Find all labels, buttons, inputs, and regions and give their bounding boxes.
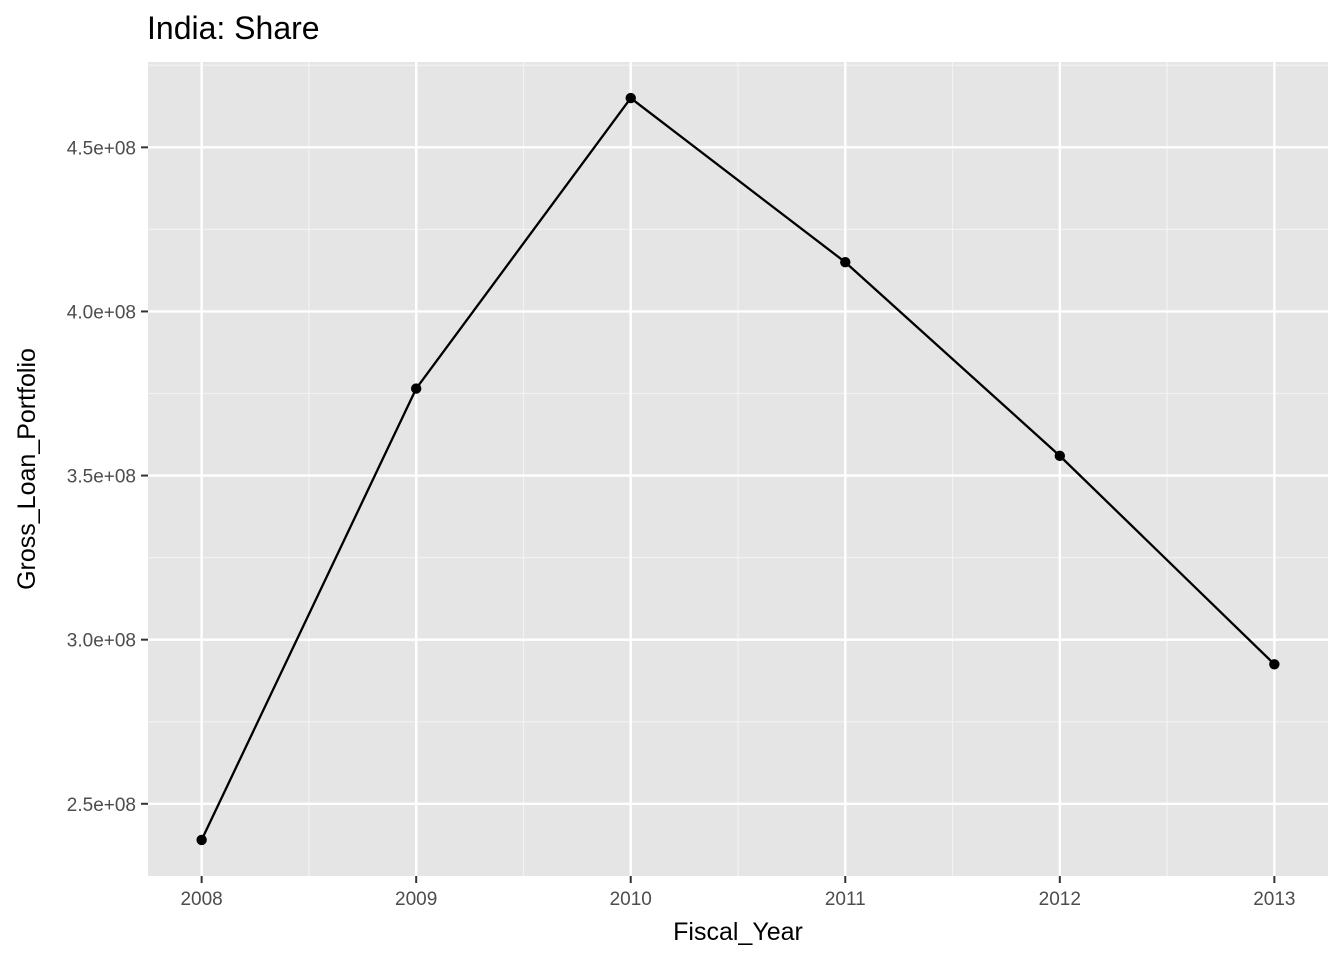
minor-gridlines [148, 62, 1328, 876]
x-tick-label: 2009 [395, 889, 437, 910]
data-point [410, 383, 422, 394]
y-tick-label: 3.5e+08 [67, 467, 136, 488]
y-tick-label: 2.5e+08 [67, 795, 136, 816]
series-layer [196, 92, 1280, 846]
axis-tick-marks [141, 146, 1276, 883]
x-tick-label: 2010 [610, 889, 652, 910]
x-tick-label: 2011 [825, 889, 866, 910]
chart-title: India: Share [147, 10, 320, 46]
data-point [840, 257, 851, 268]
data-point [625, 92, 636, 104]
x-tick-label: 2008 [180, 889, 222, 910]
y-tick-label: 4.5e+08 [67, 138, 136, 159]
y-tick-label: 3.0e+08 [67, 631, 136, 652]
major-gridlines [148, 62, 1328, 876]
x-axis-title: Fiscal_Year [673, 918, 803, 946]
data-point [1269, 659, 1280, 670]
series-line [200, 96, 1276, 841]
data-point [1054, 450, 1066, 462]
y-axis-tick-labels: 2.5e+08 3.0e+08 3.5e+08 4.0e+08 4.5e+08 [67, 138, 136, 815]
y-tick-label: 4.0e+08 [67, 302, 136, 323]
x-tick-label: 2013 [1253, 889, 1295, 910]
x-axis-tick-labels: 2008 2009 2010 2011 2012 2013 [180, 889, 1295, 910]
x-tick-label: 2012 [1039, 889, 1081, 910]
y-axis-title: Gross_Loan_Portfolio [13, 348, 41, 590]
data-point [196, 834, 207, 846]
